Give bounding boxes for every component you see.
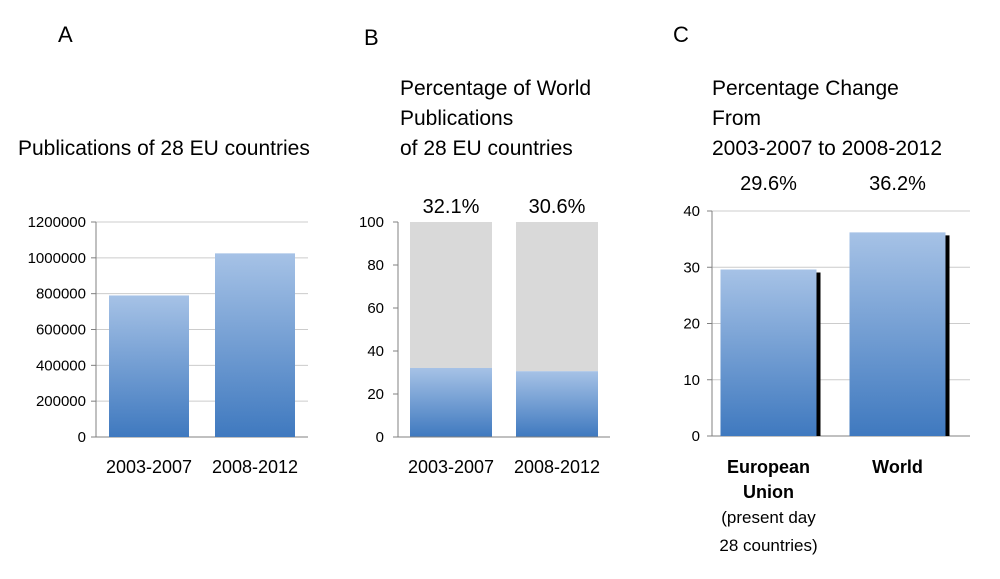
a-bar-2 [215,253,295,437]
c-bar-1 [720,269,817,436]
b-ytick-label: 100 [359,214,384,231]
b-value-label: 30.6% [529,196,586,218]
a-ytick-label: 400000 [36,357,86,374]
b-remainder-1 [410,222,492,368]
c-ytick-label: 40 [683,203,700,220]
b-ytick-label: 0 [376,429,384,446]
b-value-label: 32.1% [423,196,480,218]
c-ytick-label: 30 [683,259,700,276]
panel-a-title: Publications of 28 EU countries [18,137,310,160]
b-ytick-label: 20 [367,386,384,403]
a-category-label: 2008-2012 [212,457,298,477]
c-category-sublabel: 28 countries) [719,536,817,555]
panel-b-title-line-3: of 28 EU countries [400,137,573,160]
c-category-label: European [727,457,810,477]
b-bar-1 [410,367,492,437]
panel-c-title-line-2: From [712,107,761,130]
c-ytick-label: 10 [683,372,700,389]
chart-marks: 0 200000 400000 600000 800000 1000000 1200000 2… [28,173,970,555]
a-ytick-label: 800000 [36,286,86,303]
b-ytick-label: 80 [367,257,384,274]
panel-b-letter: B [364,25,379,50]
a-ytick-label: 1200000 [28,214,86,231]
c-ytick-label: 20 [683,316,700,333]
c-category-label: Union [743,482,794,502]
b-remainder-2 [516,222,598,372]
a-ytick-label: 1000000 [28,250,86,267]
b-bar-2 [516,371,598,437]
panel-c-title-line-1: Percentage Change [712,77,899,100]
panel-a-letter: A [58,22,73,47]
b-ytick-label: 40 [367,343,384,360]
b-category-label: 2008-2012 [514,457,600,477]
b-ytick-label: 60 [367,300,384,317]
c-category-sublabel: (present day [721,508,816,527]
a-category-label: 2003-2007 [106,457,192,477]
panel-b-title-line-1: Percentage of World [400,77,591,100]
b-category-label: 2003-2007 [408,457,494,477]
c-value-label: 36.2% [869,173,926,195]
c-category-label: World [872,457,923,477]
panel-c-title-line-3: 2003-2007 to 2008-2012 [712,137,942,160]
c-value-label: 29.6% [740,173,797,195]
c-ytick-label: 0 [692,428,700,445]
a-ytick-label: 600000 [36,322,86,339]
a-ytick-label: 0 [78,429,86,446]
a-bar-1 [109,295,189,437]
c-bar-2 [849,232,946,436]
a-ytick-label: 200000 [36,393,86,410]
panel-b-title-line-2: Publications [400,107,513,130]
panel-c-letter: C [673,22,689,47]
